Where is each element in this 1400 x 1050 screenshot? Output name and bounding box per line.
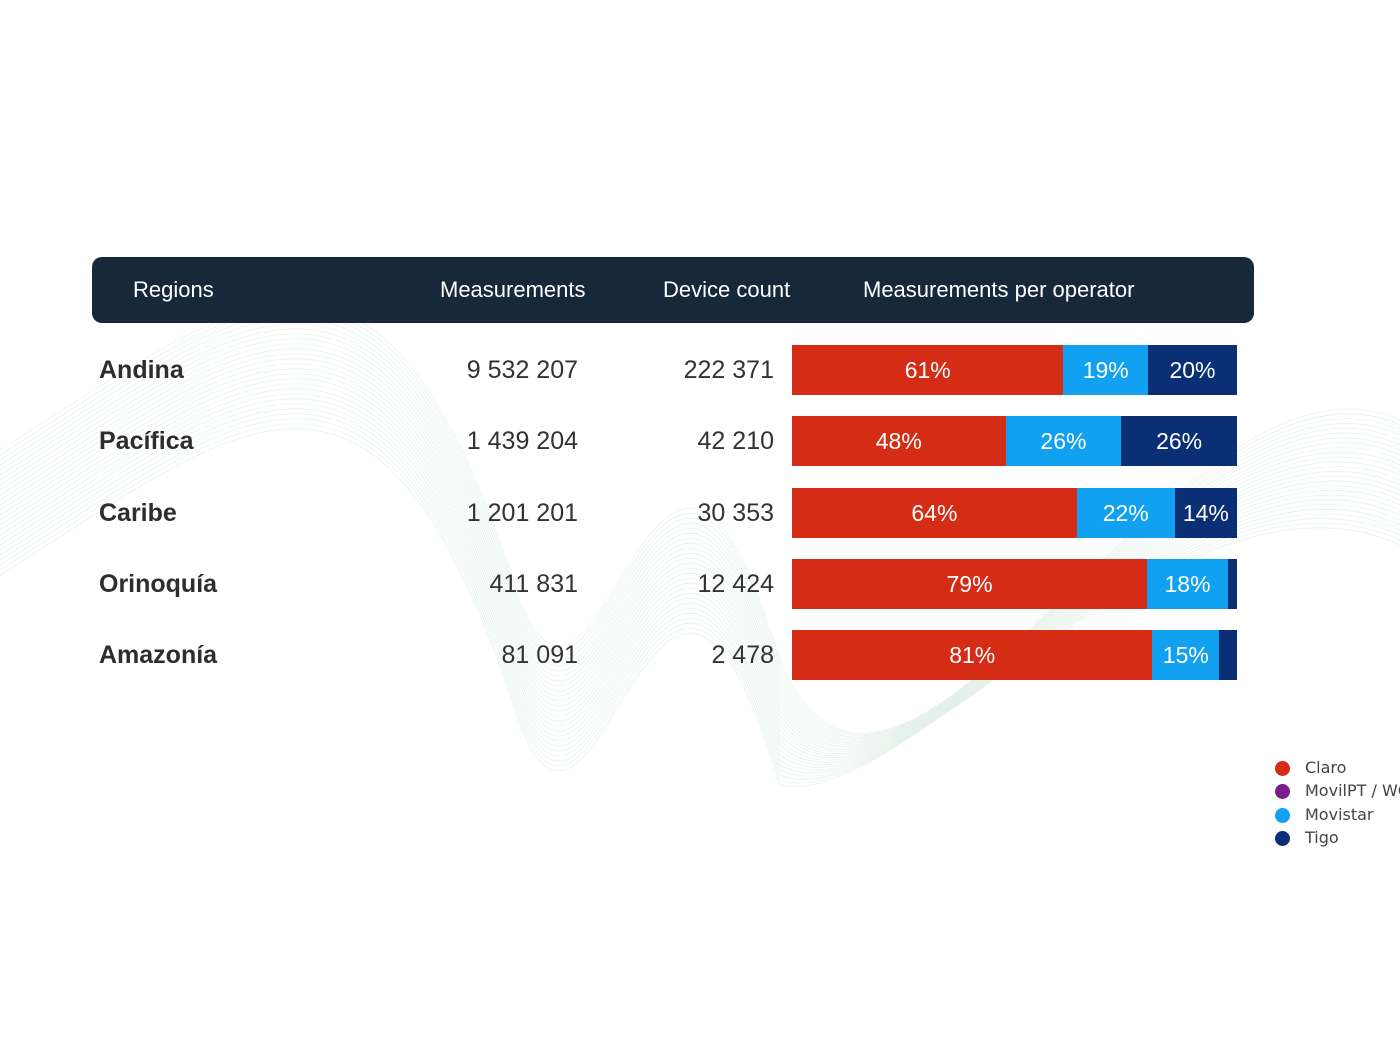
- device-count-value: 2 478: [711, 641, 774, 670]
- measurements-value: 411 831: [489, 569, 578, 598]
- bar-segment-tigo: [1228, 558, 1237, 609]
- header-device-count: Device count: [663, 277, 791, 302]
- measurements-value: 81 091: [501, 641, 578, 670]
- bar-segment-movistar: 22%: [1076, 487, 1175, 538]
- region-label: Orinoquía: [99, 569, 218, 598]
- bar-segment-claro: 81%: [792, 630, 1153, 681]
- legend-swatch: [1275, 784, 1290, 800]
- bar-segment-movistar: 15%: [1152, 630, 1220, 681]
- operator-stacked-bar: 61% 19% 20%: [792, 345, 1237, 395]
- table-header: Regions Measurements Device count Measur…: [92, 257, 1254, 323]
- bar-segment-tigo: 26%: [1121, 416, 1237, 467]
- device-count-value: 222 371: [683, 356, 774, 384]
- device-count-value: 42 210: [697, 427, 774, 456]
- table-row: Orinoquía 411 831 12 424 79% 18%: [0, 558, 1400, 609]
- bar-segment-movistar: 19%: [1063, 345, 1148, 395]
- region-label: Pacífica: [99, 427, 194, 456]
- bar-segment-tigo: 14%: [1174, 487, 1237, 538]
- bar-segment-tigo: 20%: [1147, 345, 1237, 395]
- operator-stacked-bar: 79% 18%: [792, 558, 1237, 609]
- legend-label: Claro: [1305, 758, 1347, 777]
- legend-label: Movistar: [1305, 804, 1374, 824]
- bar-segment-claro: 79%: [792, 558, 1148, 609]
- bar-segment-claro: 64%: [792, 487, 1077, 538]
- bar-segment-tigo: [1219, 630, 1237, 681]
- table-row: Amazonía 81 091 2 478 81% 15%: [0, 630, 1400, 681]
- legend-swatch: [1275, 761, 1290, 776]
- table-row: Andina 9 532 207 222 371 61% 19% 20%: [0, 345, 1400, 395]
- device-count-value: 12 424: [697, 569, 774, 598]
- region-label: Amazonía: [99, 641, 218, 670]
- table-row: Pacífica 1 439 204 42 210 48% 26% 26%: [0, 416, 1400, 467]
- legend-swatch: [1275, 830, 1290, 846]
- measurements-value: 9 532 207: [466, 356, 578, 384]
- device-count-value: 30 353: [697, 498, 774, 527]
- bar-segment-movistar: 18%: [1147, 558, 1228, 609]
- bar-segment-claro: 48%: [792, 416, 1006, 467]
- legend-label: Tigo: [1305, 827, 1339, 847]
- header-regions: Regions: [133, 277, 214, 302]
- header-measurements: Measurements: [440, 277, 586, 302]
- operator-stacked-bar: 48% 26% 26%: [792, 416, 1237, 467]
- measurements-value: 1 439 204: [466, 427, 578, 456]
- header-measurements-per-operator: Measurements per operator: [863, 277, 1135, 302]
- legend-swatch: [1275, 807, 1290, 823]
- table-row: Caribe 1 201 201 30 353 64% 22% 14%: [0, 487, 1400, 538]
- legend-label: MovilPT / WOM: [1305, 781, 1400, 801]
- measurements-value: 1 201 201: [466, 498, 578, 527]
- operator-stacked-bar: 81% 15%: [792, 630, 1237, 681]
- bar-segment-movistar: 26%: [1005, 416, 1122, 467]
- region-label: Caribe: [99, 498, 177, 527]
- bar-segment-claro: 61%: [792, 345, 1064, 395]
- region-label: Andina: [99, 356, 184, 384]
- operator-stacked-bar: 64% 22% 14%: [792, 487, 1237, 538]
